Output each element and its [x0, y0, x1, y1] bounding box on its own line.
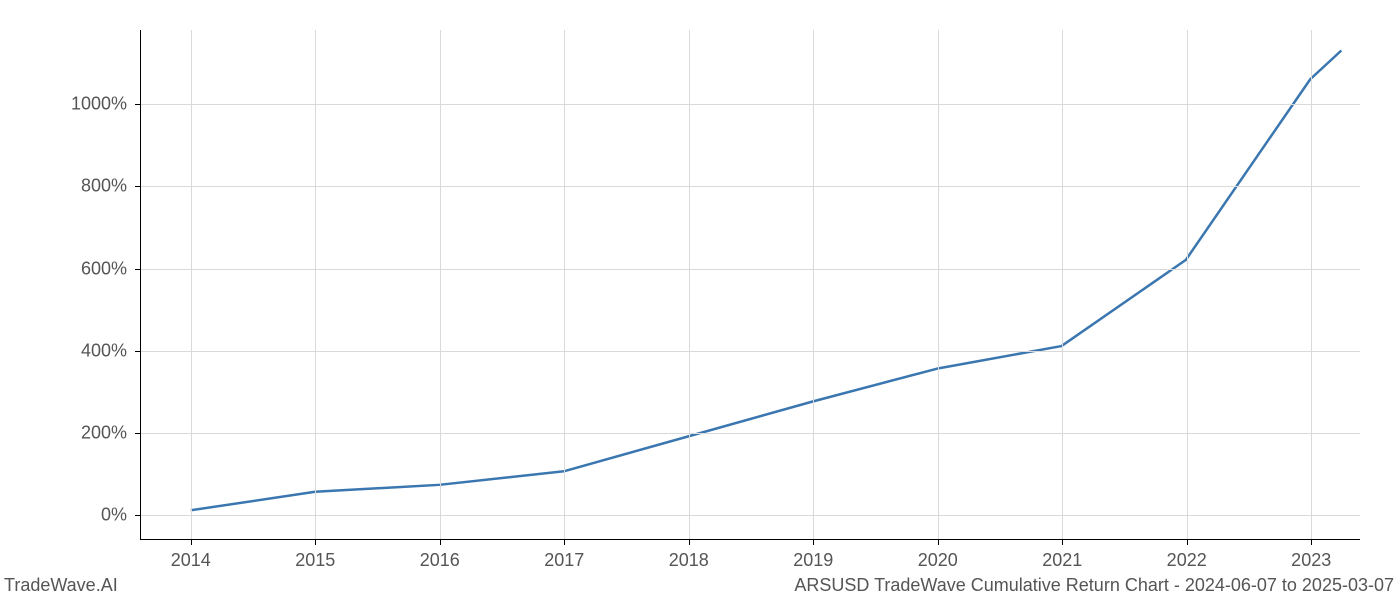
- grid-line-vertical: [440, 30, 441, 539]
- y-tick: [135, 186, 141, 187]
- x-tick-label: 2015: [295, 550, 335, 571]
- x-tick-label: 2023: [1291, 550, 1331, 571]
- y-tick: [135, 104, 141, 105]
- y-tick-label: 400%: [81, 340, 127, 361]
- x-tick-label: 2022: [1167, 550, 1207, 571]
- y-tick: [135, 351, 141, 352]
- footer-brand: TradeWave.AI: [4, 575, 118, 596]
- y-tick-label: 1000%: [71, 94, 127, 115]
- grid-line-vertical: [938, 30, 939, 539]
- grid-line-vertical: [1187, 30, 1188, 539]
- x-tick-label: 2019: [793, 550, 833, 571]
- y-tick-label: 600%: [81, 258, 127, 279]
- footer-caption: ARSUSD TradeWave Cumulative Return Chart…: [794, 575, 1394, 596]
- grid-line-horizontal: [141, 104, 1360, 105]
- y-tick-label: 800%: [81, 176, 127, 197]
- x-tick: [689, 539, 690, 545]
- grid-line-horizontal: [141, 186, 1360, 187]
- x-tick-label: 2017: [544, 550, 584, 571]
- x-tick: [813, 539, 814, 545]
- grid-line-vertical: [1311, 30, 1312, 539]
- x-tick-label: 2016: [420, 550, 460, 571]
- grid-line-horizontal: [141, 269, 1360, 270]
- x-tick: [1187, 539, 1188, 545]
- x-tick: [315, 539, 316, 545]
- grid-line-horizontal: [141, 351, 1360, 352]
- y-tick-label: 0%: [101, 505, 127, 526]
- grid-line-vertical: [191, 30, 192, 539]
- grid-line-vertical: [1062, 30, 1063, 539]
- y-tick: [135, 269, 141, 270]
- plot-border: 2014201520162017201820192020202120222023…: [140, 30, 1360, 540]
- x-tick: [191, 539, 192, 545]
- y-tick-label: 200%: [81, 423, 127, 444]
- grid-line-horizontal: [141, 433, 1360, 434]
- x-tick: [440, 539, 441, 545]
- grid-line-horizontal: [141, 515, 1360, 516]
- line-series: [141, 30, 1360, 539]
- grid-line-vertical: [813, 30, 814, 539]
- x-tick: [1311, 539, 1312, 545]
- x-tick-label: 2014: [171, 550, 211, 571]
- x-tick: [1062, 539, 1063, 545]
- grid-line-vertical: [315, 30, 316, 539]
- grid-line-vertical: [564, 30, 565, 539]
- return-line: [191, 51, 1342, 511]
- x-tick-label: 2020: [918, 550, 958, 571]
- grid-line-vertical: [689, 30, 690, 539]
- x-tick-label: 2018: [669, 550, 709, 571]
- x-tick-label: 2021: [1042, 550, 1082, 571]
- x-tick: [564, 539, 565, 545]
- y-tick: [135, 515, 141, 516]
- x-tick: [938, 539, 939, 545]
- chart-plot-area: 2014201520162017201820192020202120222023…: [140, 30, 1360, 540]
- y-tick: [135, 433, 141, 434]
